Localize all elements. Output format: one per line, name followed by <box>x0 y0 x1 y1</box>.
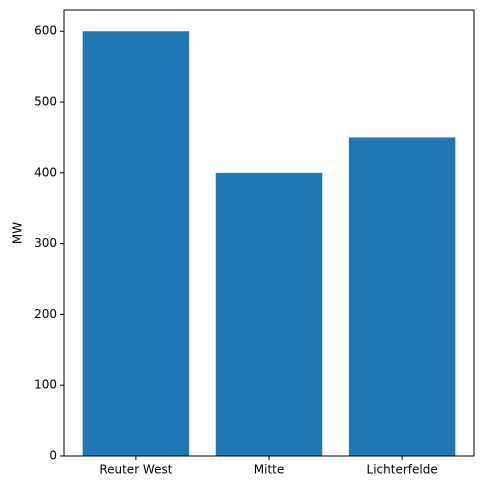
y-tick-label: 0 <box>49 449 57 463</box>
y-axis-label: MW <box>11 222 25 244</box>
y-tick-label: 600 <box>34 24 57 38</box>
y-tick-label: 300 <box>34 236 57 250</box>
axes-frame <box>63 9 475 457</box>
x-tick-label: Mitte <box>254 463 284 477</box>
bar <box>215 172 323 457</box>
y-tick-label: 400 <box>34 165 57 179</box>
x-tick-label: Reuter West <box>99 463 172 477</box>
y-tick-label: 200 <box>34 307 57 321</box>
y-tick-label: 100 <box>34 378 57 392</box>
y-tick-label: 500 <box>34 95 57 109</box>
bar <box>348 137 456 456</box>
x-tick-label: Lichterfelde <box>367 463 438 477</box>
bar <box>82 31 190 456</box>
